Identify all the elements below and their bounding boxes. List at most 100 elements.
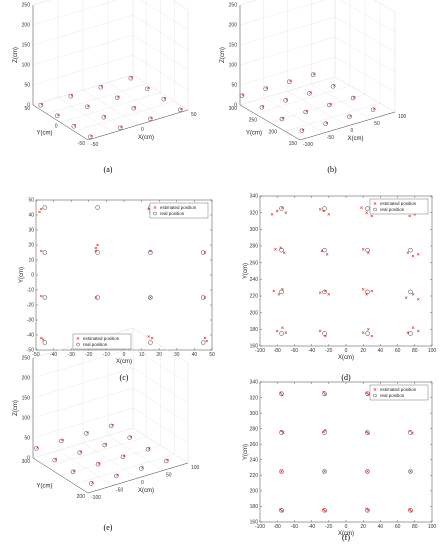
estimated-point [323,470,326,473]
x-tick-label: 0 [123,352,126,358]
z-tick-label: 100 [22,416,31,422]
z-axis-label: Z(cm) [220,47,226,63]
floor-grid-line [60,92,161,123]
legend-estimated-marker [373,388,377,391]
y-tick-label: 20 [28,243,34,249]
estimated-point [270,213,274,216]
real-point [71,124,76,129]
legend-estimated-marker [153,206,157,209]
estimated-point [327,293,331,296]
estimated-point [79,450,83,454]
estimated-point [367,432,370,435]
estimated-point [320,249,324,253]
real-point [115,95,120,100]
real-point [101,115,106,120]
z-tick-label: 250 [22,3,31,9]
estimated-point [272,289,276,293]
x-tick-label: -60 [291,524,298,530]
real-point [259,105,265,110]
real-point [68,94,73,99]
panel-caption: (f) [342,533,350,542]
real-point [323,121,328,126]
estimated-point [265,86,269,90]
estimated-point [309,91,312,94]
floor-grid-line [107,82,164,118]
real-point [322,469,327,474]
x-tick-label: -100 [303,142,313,148]
top-edge [132,327,189,364]
y-tick-label: 300 [250,411,259,417]
estimated-point [367,251,370,254]
estimated-point [281,431,285,434]
estimated-point [39,294,43,298]
y-tick-label: 340 [250,194,259,200]
x-tick-label: 100 [191,465,200,471]
x-tick-label: -100 [91,495,101,501]
y-axis-label: Y(cm) [19,267,25,283]
y-tick-label: 30 [28,228,34,234]
legend-real-marker [373,393,377,398]
estimated-point [281,509,284,513]
y-tick-label: 180 [250,504,259,510]
x-tick-label: -50 [116,488,123,494]
x-tick-label: -50 [32,352,39,358]
x-tick-label: 40 [378,348,384,354]
estimated-point [38,210,41,214]
estimated-point [325,121,329,125]
x-tick-label: 100 [428,524,437,530]
y-tick-label: -20 [27,303,34,309]
real-point [408,289,413,295]
x-axis-label: X(cm) [348,136,364,142]
z-tick-label: 0 [27,456,30,462]
x-tick-label: 50 [374,121,380,127]
estimated-point [324,509,327,513]
legend-real-label: real position [380,393,405,398]
y-tick-label: 280 [250,426,259,432]
legend-real-label: real position [83,342,108,347]
real-point [365,331,370,336]
legend-real-label: real position [160,211,185,216]
real-point [283,98,288,103]
real-point [408,469,413,474]
estimated-point [367,393,370,396]
x-tick-label: 0 [345,524,348,530]
estimated-point [281,206,284,209]
y-tick-label: 300 [250,227,259,233]
estimated-point [91,481,94,484]
z-tick-label: 0 [27,103,30,109]
estimated-point [361,248,365,251]
panel-caption: (a) [104,165,113,174]
floor-grid-line [32,74,134,106]
x-tick-label: -40 [308,348,315,354]
estimated-point [281,393,284,397]
estimated-point [373,107,376,111]
estimated-point [57,113,60,117]
estimated-point [150,116,153,120]
estimated-point [147,207,150,211]
panel-a: 050100150200250-50050-50050Z(cm)X(cm)Y(c… [13,0,197,174]
legend-estimated-label: estimated position [160,205,197,210]
x-tick-label: -100 [255,524,265,530]
real-point [59,438,64,444]
real-point [307,91,312,96]
x-tick-label: 10 [139,352,145,358]
top-edge [374,0,396,13]
panel-caption: (d) [341,373,351,382]
real-point [139,466,144,471]
estimated-point [147,447,151,450]
estimated-point [166,458,169,462]
estimated-point [327,213,331,216]
x-axis-line [87,109,189,141]
y-axis-line [32,104,89,141]
real-point [42,340,48,345]
estimated-point [282,251,286,254]
real-point [200,340,206,345]
x-tick-label: 100 [398,114,407,120]
estimated-point [120,125,123,129]
real-point [109,423,114,429]
estimated-point [94,246,98,250]
estimated-point [322,209,325,213]
real-point [330,84,336,89]
estimated-point [149,249,152,253]
